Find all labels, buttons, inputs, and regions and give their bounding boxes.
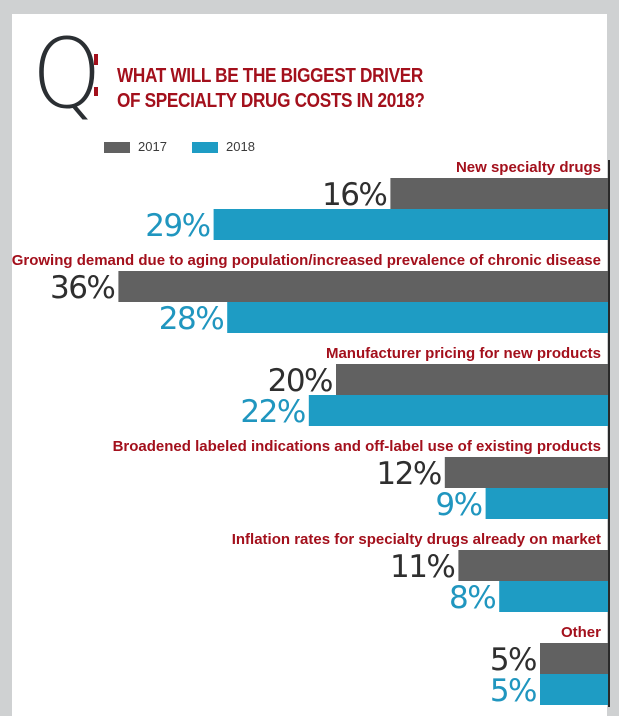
value-label-2018: 9% (435, 487, 481, 523)
value-label-2017: 20% (268, 363, 332, 399)
category-label: Other (561, 624, 601, 641)
question-q-logo: Q (32, 18, 102, 130)
chart-title-line-2: OF SPECIALTY DRUG COSTS IN 2018? (117, 90, 425, 112)
value-label-2017: 36% (50, 270, 114, 306)
bar-2017 (540, 643, 608, 674)
question-colon-mark (94, 52, 102, 112)
legend-label-2018: 2018 (226, 139, 255, 154)
bar-2017 (336, 364, 608, 395)
bar-2018 (308, 395, 608, 426)
bar-2018 (540, 674, 608, 705)
value-label-2017: 12% (376, 456, 440, 492)
legend-swatch-2018 (192, 142, 218, 153)
value-label-2017: 11% (390, 549, 454, 585)
bar-2017 (444, 457, 608, 488)
value-label-2017: 5% (490, 642, 536, 678)
category-label: Growing demand due to aging population/i… (12, 252, 601, 269)
bar-2018 (499, 581, 608, 612)
value-label-2018: 29% (145, 208, 209, 244)
value-label-2018: 28% (159, 301, 223, 337)
category-label: Manufacturer pricing for new products (326, 345, 601, 362)
value-label-2017: 16% (322, 177, 386, 213)
value-label-2018: 22% (240, 394, 304, 430)
bar-2017 (458, 550, 608, 581)
value-label-2018: 5% (490, 673, 536, 709)
bar-2017 (390, 178, 608, 209)
frame-top-border (0, 0, 619, 14)
value-label-2018: 8% (449, 580, 495, 616)
chart-title: WHAT WILL BE THE BIGGEST DRIVER OF SPECI… (117, 64, 425, 114)
category-label: Broadened labeled indications and off-la… (113, 438, 601, 455)
category-label: New specialty drugs (456, 159, 601, 176)
legend-label-2017: 2017 (138, 139, 167, 154)
category-label: Inflation rates for specialty drugs alre… (232, 531, 601, 548)
chart-title-line-1: WHAT WILL BE THE BIGGEST DRIVER (117, 65, 423, 87)
bar-2018 (485, 488, 608, 519)
legend-swatch-2017 (104, 142, 130, 153)
frame-left-border (0, 0, 12, 716)
bar-2017 (118, 271, 609, 302)
bar-2018 (227, 302, 608, 333)
bar-2018 (213, 209, 608, 240)
